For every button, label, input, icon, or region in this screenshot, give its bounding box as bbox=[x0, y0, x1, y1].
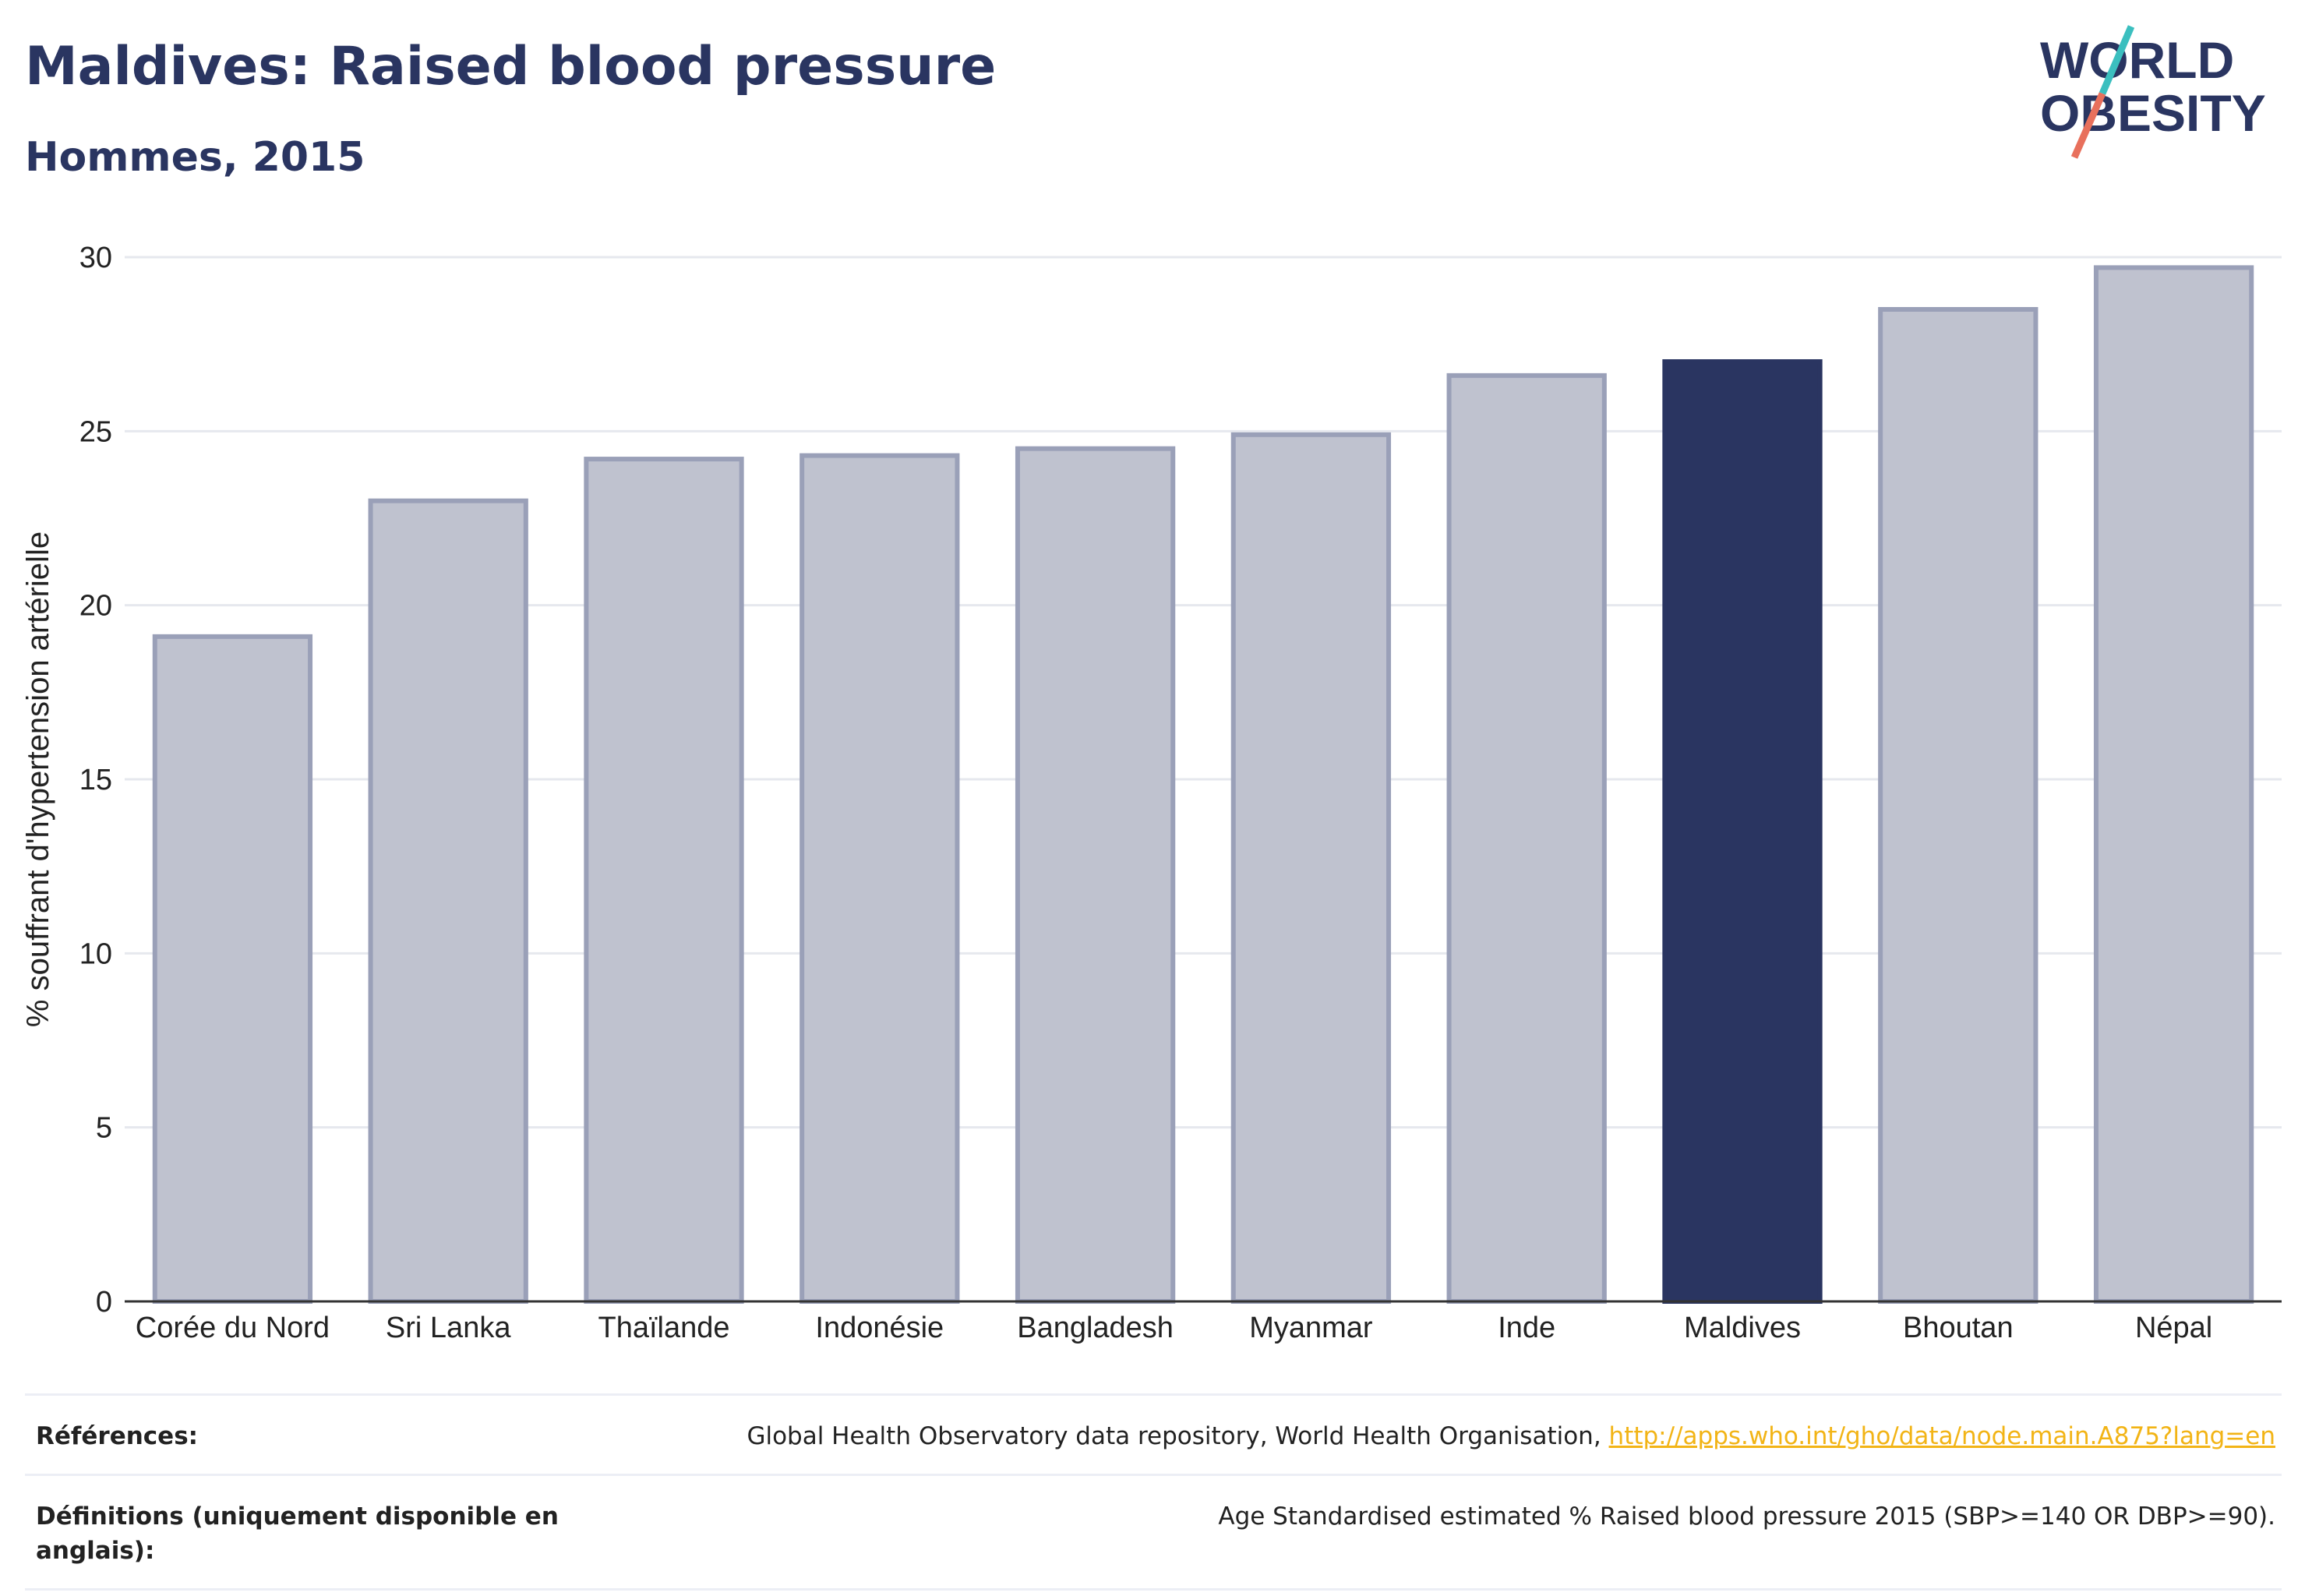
y-tick-label: 0 bbox=[96, 1286, 112, 1319]
bar-tha-lande bbox=[584, 457, 744, 1304]
bar-inde bbox=[1446, 373, 1607, 1304]
chart-subtitle: Hommes, 2015 bbox=[25, 134, 365, 181]
axes: 0 5 10 15 20 25 30 Corée du Nord Sri Lanka Thaïla… bbox=[79, 242, 2282, 1344]
definitions-value: Age Standardised estimated % Raised bloo… bbox=[1218, 1502, 2275, 1531]
sources-row: Références: Global Health Observatory da… bbox=[25, 1393, 2282, 1474]
bar-sri-lanka bbox=[368, 498, 528, 1305]
bars bbox=[152, 265, 2254, 1305]
y-tick-label: 30 bbox=[79, 242, 112, 274]
bar-indon-sie bbox=[800, 453, 960, 1304]
y-tick-label: 20 bbox=[79, 590, 112, 623]
x-tick-label: Myanmar bbox=[1249, 1312, 1373, 1344]
bar-n-pal bbox=[2093, 265, 2254, 1304]
logo-text-obesity: OBESITY bbox=[2040, 84, 2266, 142]
x-tick-label: Thaïlande bbox=[598, 1312, 729, 1344]
bar-bhoutan bbox=[1878, 307, 2038, 1304]
x-tick-label: Sri Lanka bbox=[386, 1312, 511, 1344]
logo-text-world: WORLD bbox=[2040, 31, 2234, 89]
y-tick-label: 15 bbox=[79, 764, 112, 796]
y-axis-label: % souffrant d'hypertension artérielle bbox=[21, 531, 55, 1027]
y-tick-label: 25 bbox=[79, 415, 112, 448]
x-tick-label: Népal bbox=[2135, 1312, 2212, 1344]
sources-value: Global Health Observatory data repositor… bbox=[566, 1419, 2282, 1453]
x-tick-label: Bangladesh bbox=[1017, 1312, 1174, 1344]
bar-chart: 0 5 10 15 20 25 30 Corée du Nord Sri Lanka Thaïla… bbox=[21, 242, 2282, 1344]
x-tick-label: Bhoutan bbox=[1903, 1312, 2014, 1344]
sources-label: Références: bbox=[36, 1422, 199, 1450]
references-table: Références: Global Health Observatory da… bbox=[25, 1393, 2282, 1591]
bar-cor-e-du-nord bbox=[152, 634, 313, 1304]
definitions-row: Définitions (uniquement disponible en an… bbox=[25, 1474, 2282, 1591]
x-tick-label: Corée du Nord bbox=[136, 1312, 330, 1344]
y-tick-label: 10 bbox=[79, 937, 112, 970]
definitions-label: Définitions (uniquement disponible en an… bbox=[36, 1502, 559, 1565]
chart-title: Maldives: Raised blood pressure bbox=[25, 36, 997, 97]
world-obesity-logo: WORLD OBESITY bbox=[2040, 25, 2266, 159]
bar-myanmar bbox=[1230, 432, 1392, 1304]
x-tick-label: Inde bbox=[1498, 1312, 1555, 1344]
y-tick-label: 5 bbox=[96, 1112, 112, 1145]
logo-slash-teal bbox=[2099, 25, 2135, 95]
sources-text: Global Health Observatory data repositor… bbox=[747, 1422, 1609, 1450]
sources-link[interactable]: http://apps.who.int/gho/data/node.main.A… bbox=[1608, 1422, 2275, 1450]
bar-maldives bbox=[1662, 359, 1823, 1304]
bar-bangladesh bbox=[1015, 446, 1176, 1305]
x-tick-label: Maldives bbox=[1684, 1312, 1801, 1344]
logo-slash-coral bbox=[2070, 92, 2106, 159]
x-tick-label: Indonésie bbox=[815, 1312, 944, 1344]
